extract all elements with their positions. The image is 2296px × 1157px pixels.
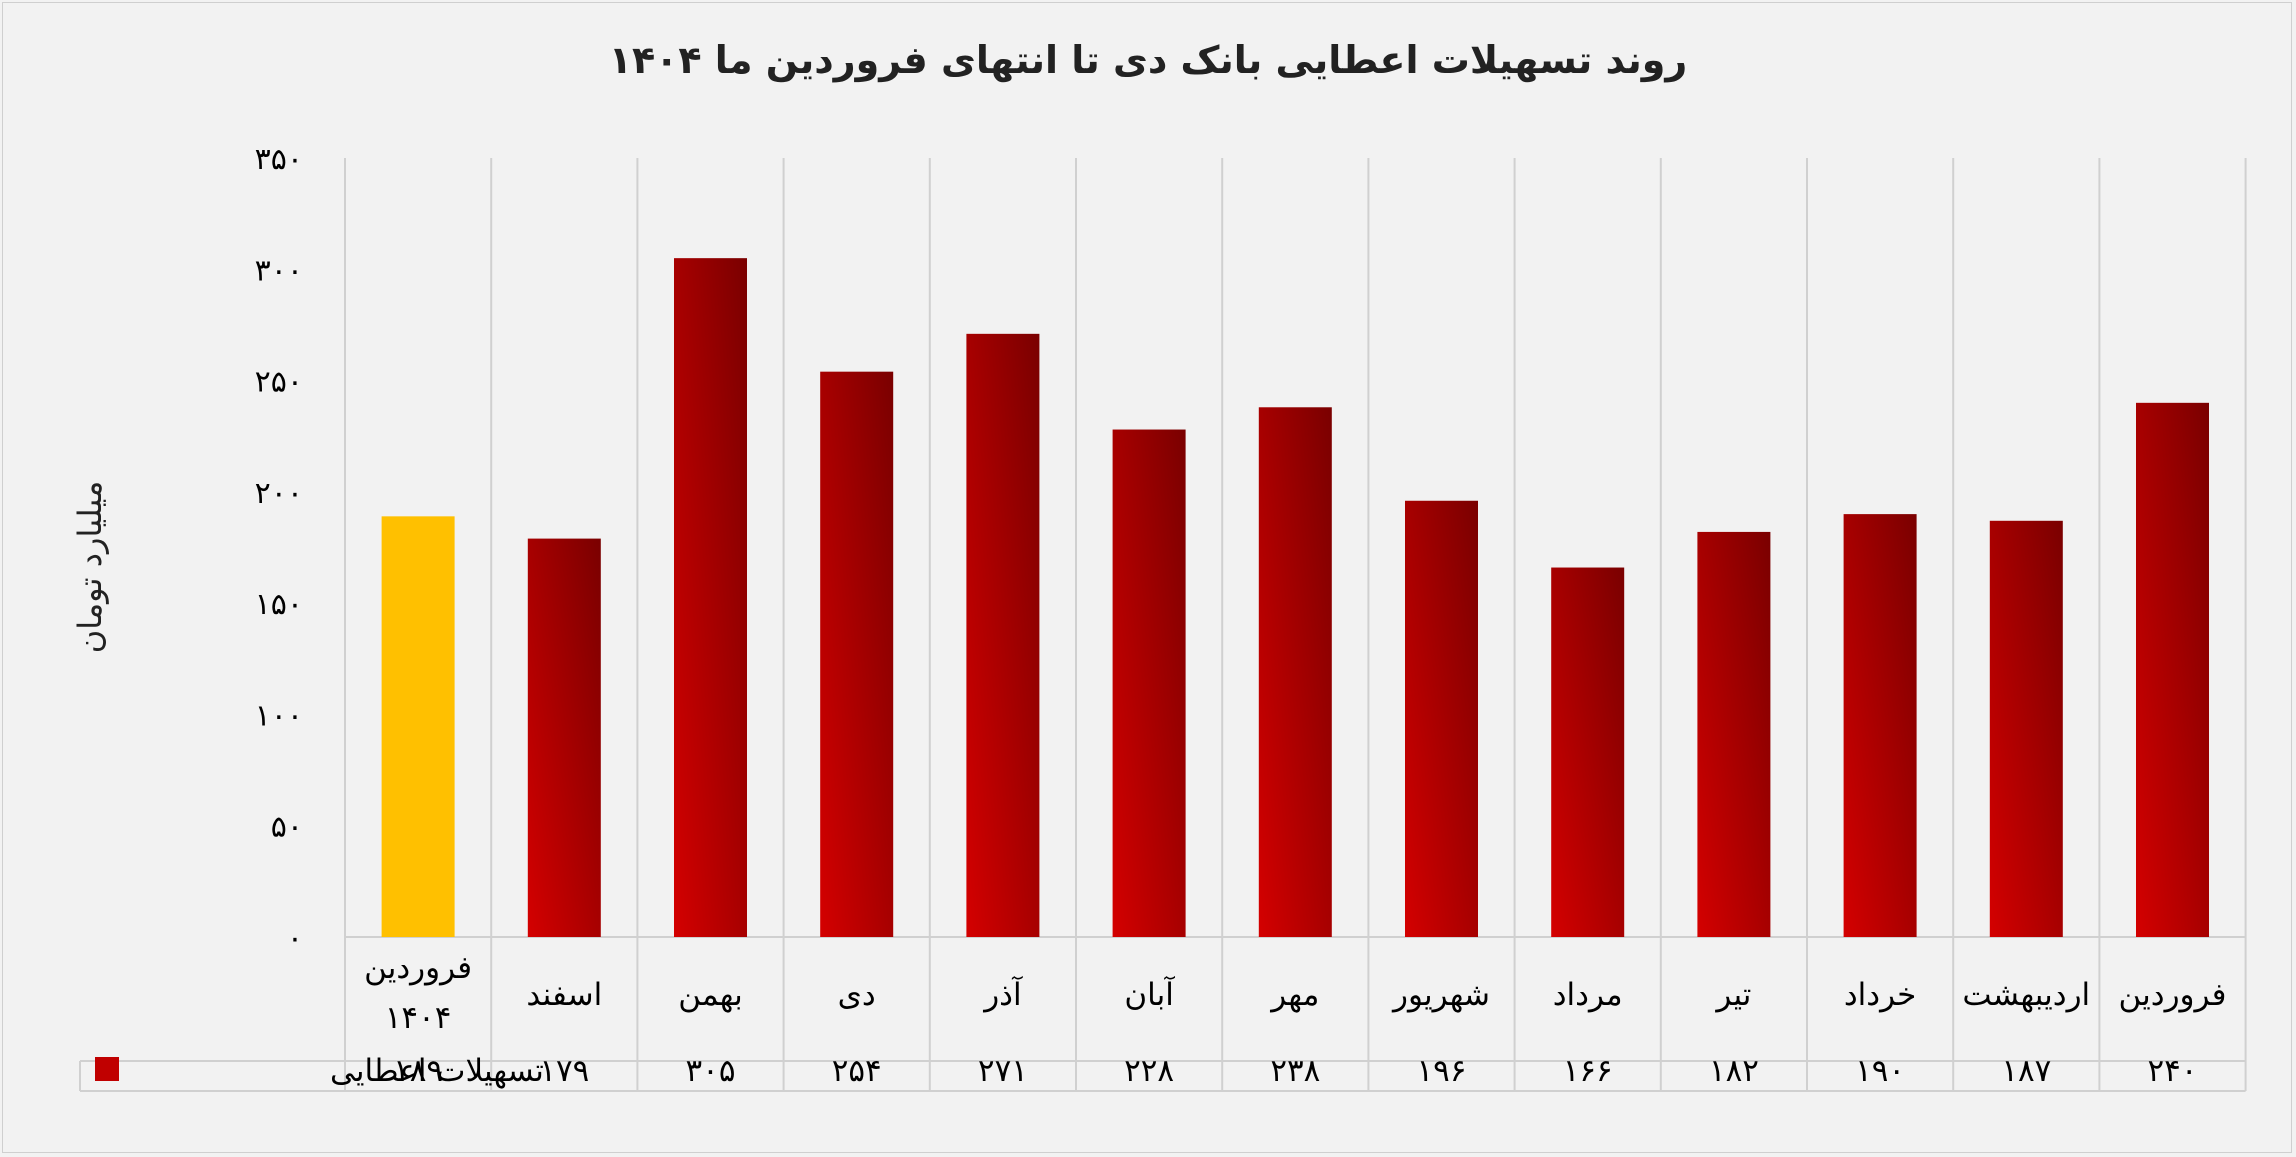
data-label: ۲۲۸ <box>1124 1053 1174 1089</box>
x-tick-label: اردیبهشت <box>1962 977 2090 1013</box>
y-tick-label: ۳۵۰ <box>255 142 303 177</box>
bar <box>1112 429 1186 937</box>
y-tick-label: ۵۰ <box>271 810 303 845</box>
data-label: ۲۵۴ <box>832 1053 882 1089</box>
y-tick-label: ۱۵۰ <box>255 587 303 622</box>
x-tick-label: مرداد <box>1553 977 1623 1013</box>
data-label: ۱۷۹ <box>539 1053 589 1089</box>
data-label: ۱۹۶ <box>1417 1053 1467 1089</box>
data-label: ۱۸۹ <box>393 1053 443 1089</box>
y-tick-label: ۱۰۰ <box>255 698 303 733</box>
bar <box>1843 514 1917 937</box>
x-tick-label: دی <box>838 977 876 1013</box>
bar <box>966 333 1040 937</box>
x-tick-label: اسفند <box>526 977 602 1013</box>
data-label: ۱۶۶ <box>1563 1053 1613 1089</box>
data-label: ۳۰۵ <box>686 1053 736 1089</box>
bar <box>1405 500 1478 937</box>
x-tick-label: آبان <box>1124 975 1175 1013</box>
legend-swatch <box>95 1057 119 1081</box>
x-tick-label: ۱۴۰۴ <box>385 1000 452 1036</box>
bar <box>2136 402 2209 937</box>
bar <box>1258 407 1332 937</box>
legend-label: تسهیلات اعطایی <box>330 1053 544 1089</box>
data-label: ۱۹۰ <box>1855 1053 1905 1089</box>
x-tick-label: تیر <box>1714 977 1751 1013</box>
x-tick-label: بهمن <box>678 977 742 1013</box>
bar <box>381 516 455 937</box>
bar <box>527 538 601 937</box>
x-tick-label: فروردین <box>364 950 472 986</box>
x-tick-label: آذر <box>982 975 1023 1013</box>
bar <box>1697 531 1771 937</box>
y-tick-label: ۰ <box>287 921 303 956</box>
data-label: ۲۷۱ <box>978 1053 1028 1089</box>
y-tick-label: ۳۰۰ <box>255 253 303 288</box>
data-label: ۲۳۸ <box>1270 1053 1320 1089</box>
bar <box>1989 520 2063 937</box>
x-tick-label: فروردین <box>2119 977 2227 1013</box>
x-tick-label: خرداد <box>1844 977 1917 1013</box>
y-tick-label: ۲۰۰ <box>255 476 303 511</box>
x-tick-label: مهر <box>1269 977 1319 1013</box>
bar <box>674 258 747 938</box>
chart-title: روند تسهیلات اعطایی بانک دی تا انتهای فر… <box>608 38 1688 82</box>
data-label: ۲۴۰ <box>2148 1053 2198 1089</box>
data-label: ۱۸۲ <box>1709 1053 1759 1089</box>
bar <box>1551 567 1625 937</box>
x-tick-label: شهریور <box>1391 977 1490 1013</box>
data-label: ۱۸۷ <box>2001 1053 2051 1089</box>
bar <box>820 371 894 937</box>
y-tick-label: ۲۵۰ <box>255 365 303 400</box>
